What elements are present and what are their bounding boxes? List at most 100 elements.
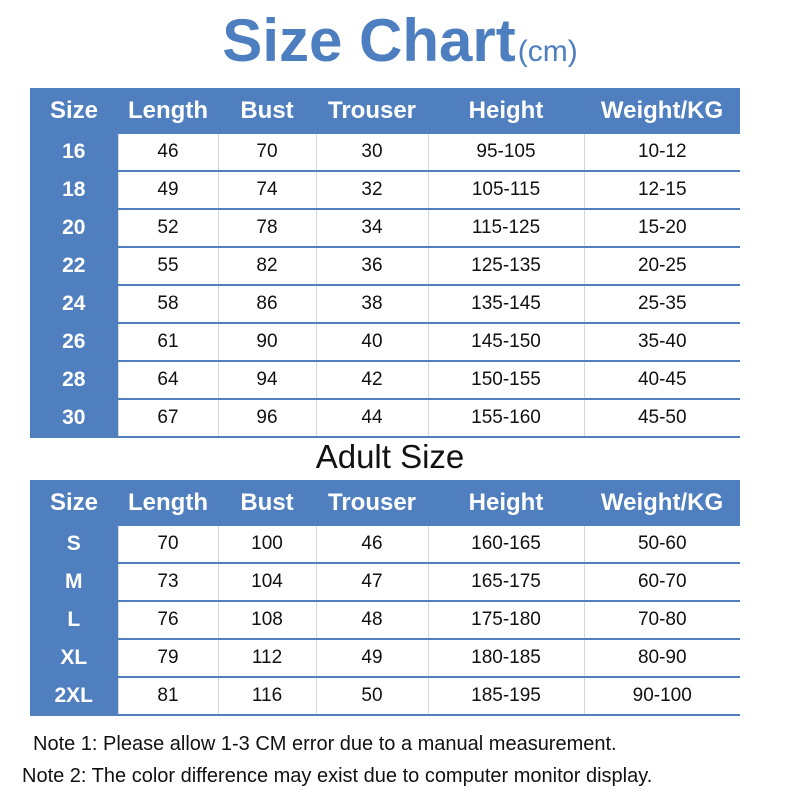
table-cell: 81 — [117, 677, 218, 716]
table-cell: 40-45 — [583, 361, 740, 400]
table-row: 22 55 82 36 125-135 20-25 — [30, 247, 740, 286]
table-cell: 95-105 — [427, 134, 584, 172]
table-cell: 48 — [315, 601, 428, 640]
table-row: 24 58 86 38 135-145 25-35 — [30, 285, 740, 324]
table-cell: 160-165 — [427, 526, 584, 564]
size-label: 28 — [30, 361, 118, 400]
note-1: Note 1: Please allow 1-3 CM error due to… — [33, 733, 617, 755]
table-cell: 100 — [217, 526, 316, 564]
table-cell: 150-155 — [427, 361, 584, 400]
table-row: 16 46 70 30 95-105 10-12 — [30, 134, 740, 172]
table-cell: 78 — [217, 209, 316, 248]
table-cell: 20-25 — [583, 247, 740, 286]
column-header: Bust — [240, 489, 294, 516]
table-cell: 10-12 — [583, 134, 740, 172]
table-cell: 38 — [315, 285, 428, 324]
size-label: 26 — [30, 323, 118, 362]
table-cell: 116 — [217, 677, 316, 716]
table-row: 26 61 90 40 145-150 35-40 — [30, 323, 740, 362]
table-cell: 47 — [315, 563, 428, 602]
table-cell: 125-135 — [427, 247, 584, 286]
size-label: 2XL — [30, 677, 118, 716]
table-cell: 42 — [315, 361, 428, 400]
title-unit: (cm) — [517, 35, 578, 68]
table-cell: 50-60 — [583, 526, 740, 564]
column-header: Size — [49, 489, 99, 516]
table-cell: 58 — [117, 285, 218, 324]
table-cell: 76 — [117, 601, 218, 640]
header-row: Size Length Bust Trouser Height Weight/KG — [30, 480, 740, 526]
column-header: Size — [49, 97, 99, 124]
table-cell: 155-160 — [427, 399, 584, 438]
table-cell: 73 — [117, 563, 218, 602]
size-label: 20 — [30, 209, 118, 248]
column-header: Trouser — [327, 489, 417, 516]
table-row: 18 49 74 32 105-115 12-15 — [30, 171, 740, 210]
table-cell: 25-35 — [583, 285, 740, 324]
column-header: Length — [128, 97, 208, 124]
table-cell: 80-90 — [583, 639, 740, 678]
table-cell: 49 — [117, 171, 218, 210]
table-cell: 90-100 — [583, 677, 740, 716]
table-cell: 94 — [217, 361, 316, 400]
table-cell: 165-175 — [427, 563, 584, 602]
table-cell: 55 — [117, 247, 218, 286]
title-text: Size Chart — [222, 7, 516, 74]
table-row: S 70 100 46 160-165 50-60 — [30, 526, 740, 564]
table-cell: 44 — [315, 399, 428, 438]
size-label: XL — [30, 639, 118, 678]
table-row: L 76 108 48 175-180 70-80 — [30, 601, 740, 640]
column-header: Trouser — [327, 97, 417, 124]
header-row: Size Length Bust Trouser Height Weight/KG — [30, 88, 740, 134]
column-header: Height — [468, 97, 544, 124]
table-cell: 145-150 — [427, 323, 584, 362]
size-label: 18 — [30, 171, 118, 210]
size-label: 24 — [30, 285, 118, 324]
table-cell: 15-20 — [583, 209, 740, 248]
table-cell: 70-80 — [583, 601, 740, 640]
page-title: Size Chart(cm) — [0, 6, 800, 87]
table-cell: 34 — [315, 209, 428, 248]
table-cell: 79 — [117, 639, 218, 678]
table-row: 20 52 78 34 115-125 15-20 — [30, 209, 740, 248]
table-cell: 115-125 — [427, 209, 584, 248]
table-row: M 73 104 47 165-175 60-70 — [30, 563, 740, 602]
table-cell: 36 — [315, 247, 428, 286]
table-cell: 112 — [217, 639, 316, 678]
table-cell: 46 — [315, 526, 428, 564]
size-label: 30 — [30, 399, 118, 438]
size-label: M — [30, 563, 118, 602]
table-cell: 82 — [217, 247, 316, 286]
table-cell: 86 — [217, 285, 316, 324]
table-cell: 108 — [217, 601, 316, 640]
table-cell: 52 — [117, 209, 218, 248]
table-cell: 50 — [315, 677, 428, 716]
size-label: S — [30, 526, 118, 564]
table-cell: 74 — [217, 171, 316, 210]
table-cell: 30 — [315, 134, 428, 172]
table-cell: 70 — [217, 134, 316, 172]
table-cell: 185-195 — [427, 677, 584, 716]
adult-size-table: Size Length Bust Trouser Height Weight/KG S 70 1… — [30, 480, 740, 716]
kids-size-table: Size Length Bust Trouser Height Weight/KG 16 46… — [30, 88, 740, 438]
table-cell: 96 — [217, 399, 316, 438]
note-2: Note 2: The color difference may exist d… — [22, 765, 653, 787]
table-cell: 175-180 — [427, 601, 584, 640]
table-cell: 32 — [315, 171, 428, 210]
table-cell: 135-145 — [427, 285, 584, 324]
column-header: Bust — [240, 97, 294, 124]
adult-size-heading: Adult Size — [315, 438, 465, 475]
column-header: Length — [128, 489, 208, 516]
size-label: 22 — [30, 247, 118, 286]
column-header: Height — [468, 489, 544, 516]
table-cell: 64 — [117, 361, 218, 400]
table-cell: 35-40 — [583, 323, 740, 362]
table-cell: 70 — [117, 526, 218, 564]
table-cell: 90 — [217, 323, 316, 362]
column-header: Weight/KG — [600, 97, 724, 124]
table-row: 28 64 94 42 150-155 40-45 — [30, 361, 740, 400]
table-cell: 61 — [117, 323, 218, 362]
table-cell: 67 — [117, 399, 218, 438]
table-row: 30 67 96 44 155-160 45-50 — [30, 399, 740, 438]
table-cell: 12-15 — [583, 171, 740, 210]
